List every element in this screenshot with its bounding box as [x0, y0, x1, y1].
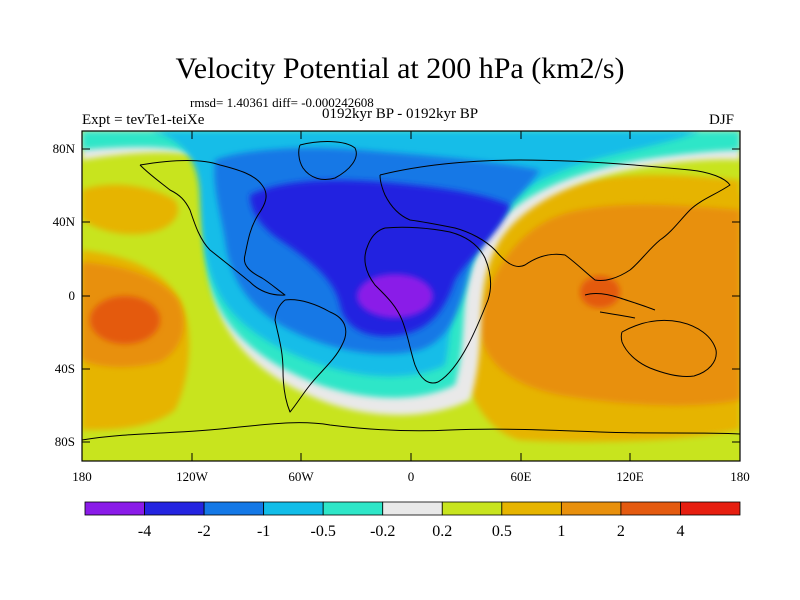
colorbar-box — [560, 501, 622, 516]
colorbar-box — [680, 501, 741, 516]
lat-tick-label: 40S — [55, 361, 75, 376]
colorbar-label: 0.2 — [432, 523, 452, 540]
colorbar-box — [84, 501, 145, 516]
coast-antarctica — [82, 422, 740, 441]
experiment-label: Expt = tevTe1-teiXe — [82, 112, 205, 128]
colorbar-label: -4 — [138, 523, 151, 540]
colorbar-box — [501, 501, 562, 516]
lon-tick-label: 180 — [72, 469, 92, 484]
colorbar-box — [263, 501, 324, 516]
lon-tick-label: 180 — [730, 469, 750, 484]
stats-line: rmsd= 1.40361 diff= -0.000242608 — [190, 95, 374, 110]
season-label: DJF — [709, 112, 735, 128]
lat-tick-label: 40N — [53, 214, 76, 229]
axis-ticks — [81, 131, 741, 461]
colorbar-boxes — [84, 501, 741, 516]
colorbar-label: -0.5 — [311, 523, 336, 540]
coast-eurasia — [379, 159, 731, 281]
lon-tick-label: 120W — [176, 469, 209, 484]
field-core-purple — [357, 274, 433, 318]
colorbar-box — [144, 501, 205, 516]
colorbar: -4 -2 -1 -0.5 -0.2 0.2 0.5 1 2 4 — [84, 501, 741, 540]
colorbar-label: -1 — [257, 523, 270, 540]
lat-tick-label: 80N — [53, 141, 76, 156]
period-line: 0192kyr BP - 0192kyr BP — [322, 106, 479, 122]
lon-ticks: 180 120W 60W 0 60E 120E 180 — [72, 469, 750, 484]
field-core-west — [90, 296, 160, 344]
colorbar-label: 4 — [676, 523, 684, 540]
lon-tick-label: 60E — [511, 469, 532, 484]
lat-tick-label: 80S — [55, 434, 75, 449]
colorbar-box — [203, 501, 265, 516]
coast-indonesia — [584, 293, 656, 319]
colorbar-label: 0.5 — [492, 523, 512, 540]
lon-tick-label: 60W — [288, 469, 314, 484]
plot-title: Velocity Potential at 200 hPa (km2/s) — [175, 52, 625, 85]
colorbar-box — [620, 501, 681, 516]
coast-greenland — [298, 141, 357, 181]
colorbar-box — [441, 501, 503, 516]
coast-north-america — [139, 160, 286, 296]
colorbar-label: -0.2 — [370, 523, 395, 540]
field-orange-nw — [82, 184, 179, 235]
lat-tick-label: 0 — [69, 288, 76, 303]
lon-tick-label: 0 — [408, 469, 415, 484]
colorbar-box — [322, 501, 384, 516]
map-field — [82, 131, 740, 461]
coastlines — [82, 141, 740, 441]
coast-australia — [620, 319, 717, 377]
colorbar-box — [382, 501, 443, 516]
lon-tick-label: 120E — [616, 469, 644, 484]
coast-south-america — [274, 299, 347, 413]
field-darkblue — [250, 180, 510, 337]
coast-africa — [364, 226, 492, 384]
field-core-east — [580, 276, 620, 308]
colorbar-label: -2 — [197, 523, 210, 540]
lat-ticks: 80N 40N 0 40S 80S — [53, 141, 76, 449]
colorbar-labels: -4 -2 -1 -0.5 -0.2 0.2 0.5 1 2 4 — [138, 523, 685, 540]
colorbar-label: 2 — [617, 523, 625, 540]
colorbar-label: 1 — [557, 523, 565, 540]
